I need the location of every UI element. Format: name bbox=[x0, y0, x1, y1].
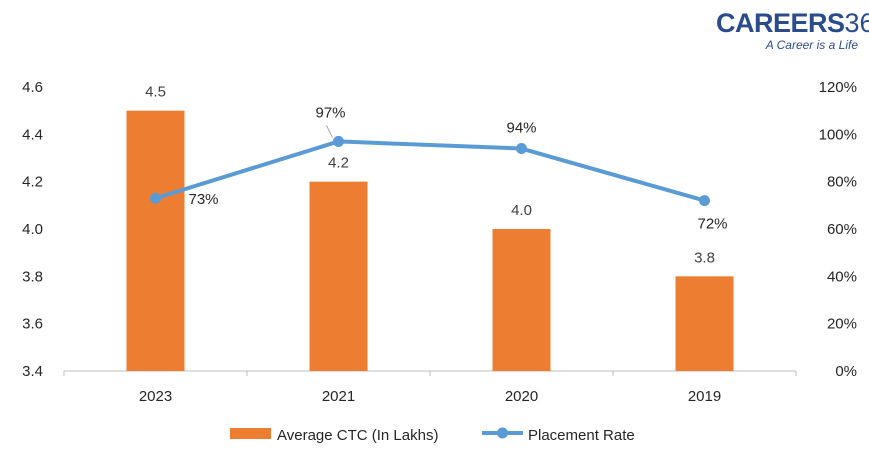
y-left-tick-label: 3.4 bbox=[22, 363, 43, 380]
x-tick-label: 2023 bbox=[139, 388, 172, 405]
y-left-tick-label: 3.6 bbox=[22, 316, 43, 333]
data-labels: 4.5 4.2 4.0 3.8 73% 97% 94% 72% bbox=[145, 84, 727, 267]
line-point-2019 bbox=[699, 195, 710, 207]
y-right-tick-label: 100% bbox=[819, 126, 857, 143]
y-right-tick-label: 80% bbox=[827, 174, 857, 191]
y-right-tick-label: 0% bbox=[835, 363, 857, 380]
line-data-label: 73% bbox=[188, 191, 218, 208]
bar-data-label: 4.5 bbox=[145, 84, 166, 101]
line-series bbox=[150, 135, 710, 207]
bar-data-label: 4.2 bbox=[328, 155, 349, 172]
x-tick-label: 2020 bbox=[505, 388, 538, 405]
bar-2019 bbox=[675, 276, 734, 371]
y-right-tick-label: 120% bbox=[819, 79, 857, 96]
legend-label-placement: Placement Rate bbox=[528, 427, 635, 444]
y-right-tick-label: 40% bbox=[827, 268, 857, 285]
data-label-leader bbox=[326, 125, 333, 138]
legend-label-ctc: Average CTC (In Lakhs) bbox=[277, 427, 438, 444]
line-point-2021 bbox=[333, 135, 344, 147]
logo-tagline: A Career is a Life bbox=[765, 38, 859, 52]
y-right-tick-label: 60% bbox=[827, 221, 857, 238]
legend-swatch-marker bbox=[497, 427, 508, 439]
line-point-2020 bbox=[516, 143, 527, 155]
line-point-2023 bbox=[150, 192, 161, 204]
axes: 2023 2021 2020 2019 3.4 3.6 3.8 4.0 4.2 4.4 4.6 0% 2… bbox=[22, 79, 857, 405]
bar-2021 bbox=[309, 181, 368, 371]
line-data-label: 72% bbox=[697, 216, 727, 233]
y-left-tick-label: 4.6 bbox=[22, 79, 43, 96]
y-left-tick-label: 4.2 bbox=[22, 174, 43, 191]
legend-swatch-bar bbox=[230, 428, 271, 439]
placement-rate-line bbox=[153, 139, 707, 203]
x-tick-label: 2021 bbox=[322, 388, 355, 405]
line-data-label: 94% bbox=[506, 120, 536, 137]
y-right-tick-label: 20% bbox=[827, 316, 857, 333]
x-tick-label: 2019 bbox=[688, 388, 721, 405]
line-data-label: 97% bbox=[315, 104, 345, 121]
careers360-logo: CAREERS360 A Career is a Life bbox=[716, 8, 869, 52]
legend: Average CTC (In Lakhs) Placement Rate bbox=[230, 427, 635, 444]
bar-series bbox=[126, 110, 734, 372]
y-left-tick-label: 4.0 bbox=[22, 221, 43, 238]
y-left-tick-label: 3.8 bbox=[22, 268, 43, 285]
bar-2020 bbox=[492, 229, 551, 371]
logo-brand: CAREERS360 bbox=[716, 8, 869, 38]
y-left-tick-label: 4.4 bbox=[22, 126, 43, 143]
bar-data-label: 4.0 bbox=[511, 202, 532, 219]
bar-2023 bbox=[126, 110, 185, 372]
bar-data-label: 3.8 bbox=[694, 249, 715, 266]
